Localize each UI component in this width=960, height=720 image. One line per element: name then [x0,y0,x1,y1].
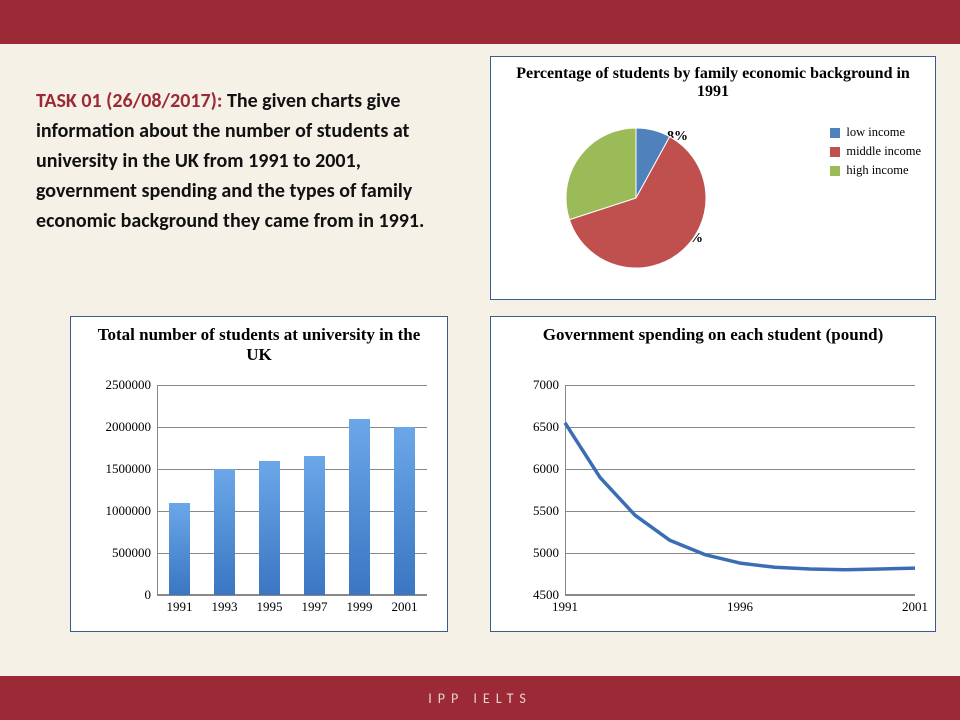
header-bar [0,0,960,44]
pie-chart-panel: Percentage of students by family economi… [490,56,936,300]
line-chart-title: Government spending on each student (pou… [491,317,935,347]
task-description: TASK 01 (26/08/2017): The given charts g… [36,86,466,236]
footer-text: IPP IELTS [428,690,532,707]
bar-ytick: 500000 [112,545,151,561]
bar-xtick: 1995 [257,599,283,615]
legend-item: high income [830,163,921,178]
line-xtick: 2001 [902,599,928,615]
line-ytick: 5000 [533,545,559,561]
line-chart-plot: 450050005500600065007000199119962001 [565,385,915,595]
bar-gridline [157,469,427,470]
pie-chart-title: Percentage of students by family economi… [491,57,935,103]
line-xtick: 1991 [552,599,578,615]
bar-gridline [157,385,427,386]
task-lead: TASK 01 (26/08/2017): [36,89,227,113]
bar-ytick: 0 [145,587,152,603]
line-chart-panel: Government spending on each student (pou… [490,316,936,632]
bar [259,461,279,595]
bar-ytick: 2500000 [106,377,152,393]
bar [349,419,369,595]
legend-item: middle income [830,144,921,159]
bar [394,427,414,595]
line-ytick: 5500 [533,503,559,519]
line-ytick: 6500 [533,419,559,435]
bar-chart-panel: Total number of students at university i… [70,316,448,632]
bar-xtick: 2001 [392,599,418,615]
legend-swatch [830,128,840,138]
line-gridline [565,595,915,596]
line-xtick: 1996 [727,599,753,615]
bar-gridline [157,427,427,428]
bar-ytick: 1000000 [106,503,152,519]
bar-gridline [157,553,427,554]
legend-label: middle income [846,144,921,159]
legend-item: low income [830,125,921,140]
bar-chart-plot: 0500000100000015000002000000250000019911… [157,385,427,595]
bar-xtick: 1997 [302,599,328,615]
bar-xtick: 1999 [347,599,373,615]
bar-xtick: 1993 [212,599,238,615]
bar-xtick: 1991 [167,599,193,615]
bar-gridline [157,511,427,512]
bar [169,503,189,595]
bar [304,456,324,595]
legend-label: high income [846,163,908,178]
line-series [565,423,915,570]
legend-swatch [830,147,840,157]
line-ytick: 6000 [533,461,559,477]
pie-legend: low income middle income high income [830,121,921,182]
bar-ytick: 1500000 [106,461,152,477]
line-ytick: 7000 [533,377,559,393]
bar-gridline [157,595,427,596]
bar-chart-title: Total number of students at university i… [71,317,447,367]
legend-label: low income [846,125,905,140]
bar-ytick: 2000000 [106,419,152,435]
legend-swatch [830,166,840,176]
bar [214,469,234,595]
footer-bar: IPP IELTS [0,676,960,720]
